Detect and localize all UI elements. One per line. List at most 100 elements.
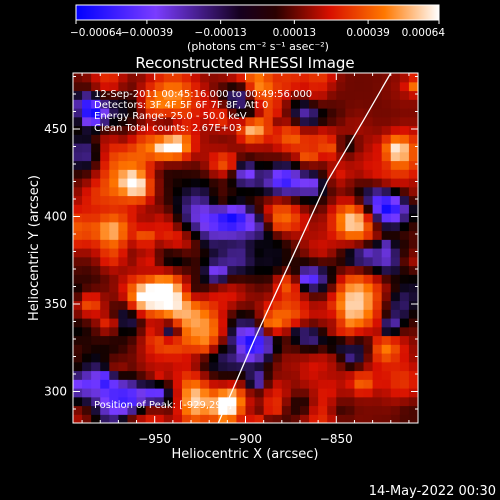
heatmap-cell xyxy=(245,116,256,127)
heatmap-cell xyxy=(136,274,147,284)
heatmap-cell xyxy=(118,248,129,258)
heatmap-cell xyxy=(209,361,219,372)
heatmap-cell xyxy=(236,353,247,363)
heatmap-cell xyxy=(91,309,101,319)
heatmap-cell xyxy=(354,326,365,337)
heatmap-cell xyxy=(145,195,156,205)
heatmap-cell xyxy=(109,221,119,232)
heatmap-cell xyxy=(236,248,247,258)
heatmap-cell xyxy=(163,248,174,258)
heatmap-cell xyxy=(408,291,418,302)
heatmap-cell xyxy=(236,151,247,162)
heatmap-cell xyxy=(272,143,283,153)
heatmap-cell xyxy=(154,178,165,188)
heatmap-cell xyxy=(209,388,219,398)
heatmap-cell xyxy=(236,370,247,380)
heatmap-cell xyxy=(281,353,292,363)
heatmap-cell xyxy=(163,239,174,249)
heatmap-cell xyxy=(318,151,328,162)
heatmap-cell xyxy=(336,353,346,363)
heatmap-cell xyxy=(163,178,174,188)
heatmap-cell xyxy=(100,160,110,170)
heatmap-cell xyxy=(209,353,219,363)
heatmap-cell xyxy=(336,265,346,275)
heatmap-cell xyxy=(209,326,219,337)
heatmap-cell xyxy=(91,335,101,345)
solar-limb-curve xyxy=(217,73,392,423)
heatmap-cell xyxy=(145,256,156,267)
heatmap-cell xyxy=(263,143,274,153)
heatmap-cell xyxy=(218,221,228,232)
heatmap-cell xyxy=(254,73,265,83)
heatmap-cell xyxy=(309,81,319,92)
heatmap-cell xyxy=(272,213,283,223)
heatmap-cell xyxy=(82,213,92,223)
heatmap-cell xyxy=(218,256,228,267)
heatmap-cell xyxy=(91,248,101,258)
heatmap-cell xyxy=(209,186,219,197)
heatmap-cell xyxy=(200,125,210,135)
heatmap-cell xyxy=(172,160,183,170)
heatmap-cell xyxy=(245,81,256,92)
heatmap-cell xyxy=(372,370,383,380)
heatmap-cell xyxy=(109,186,119,197)
heatmap-cell xyxy=(327,361,337,372)
heatmap-cell xyxy=(336,151,346,162)
heatmap-cell xyxy=(73,99,83,109)
heatmap-cell xyxy=(390,169,401,179)
heatmap-cell xyxy=(263,221,274,232)
heatmap-cell xyxy=(200,221,210,232)
heatmap-cell xyxy=(408,213,418,223)
heatmap-cell xyxy=(227,186,238,197)
heatmap-cell xyxy=(309,344,319,354)
heatmap-cell xyxy=(236,160,247,170)
heatmap-cell xyxy=(254,414,265,423)
heatmap-cell xyxy=(372,195,383,205)
heatmap-cell xyxy=(91,143,101,153)
heatmap-cell xyxy=(336,256,346,267)
heatmap-cell xyxy=(191,265,201,275)
heatmap-cell xyxy=(118,204,129,214)
heatmap-cell xyxy=(245,283,256,293)
heatmap-cell xyxy=(191,274,201,284)
heatmap-cell xyxy=(200,353,210,363)
heatmap-cell xyxy=(399,99,410,109)
heatmap-cell xyxy=(408,248,418,258)
heatmap-cell xyxy=(254,344,265,354)
heatmap-cell xyxy=(163,379,174,389)
heatmap-cell xyxy=(336,388,346,398)
heatmap-cell xyxy=(336,361,346,372)
heatmap-cell xyxy=(209,108,219,118)
heatmap-cell xyxy=(363,256,374,267)
heatmap-cell xyxy=(136,178,147,188)
heatmap-cell xyxy=(145,134,156,144)
heatmap-cell xyxy=(408,283,418,293)
heatmap-cell xyxy=(91,90,101,100)
heatmap-cell xyxy=(254,291,265,302)
heatmap-cell xyxy=(200,151,210,162)
heatmap-cell xyxy=(245,230,256,240)
heatmap-cell xyxy=(145,370,156,380)
heatmap-cell xyxy=(263,361,274,372)
heatmap-cell xyxy=(263,213,274,223)
heatmap-cell xyxy=(363,370,374,380)
heatmap-cell xyxy=(136,99,147,109)
heatmap-cell xyxy=(408,353,418,363)
heatmap-cell xyxy=(318,405,328,415)
heatmap-cell xyxy=(318,221,328,232)
heatmap-cell xyxy=(363,344,374,354)
heatmap-cell xyxy=(100,143,110,153)
heatmap-cell xyxy=(381,248,392,258)
heatmap-cell xyxy=(82,274,92,284)
heatmap-cell xyxy=(390,353,401,363)
heatmap-cell xyxy=(408,405,418,415)
heatmap-cell xyxy=(109,151,119,162)
heatmap-cell xyxy=(245,370,256,380)
heatmap-cell xyxy=(109,309,119,319)
heatmap-cell xyxy=(163,274,174,284)
heatmap-cell xyxy=(299,195,310,205)
heatmap-cell xyxy=(109,108,119,118)
heatmap-cell xyxy=(200,248,210,258)
heatmap-cell xyxy=(336,169,346,179)
